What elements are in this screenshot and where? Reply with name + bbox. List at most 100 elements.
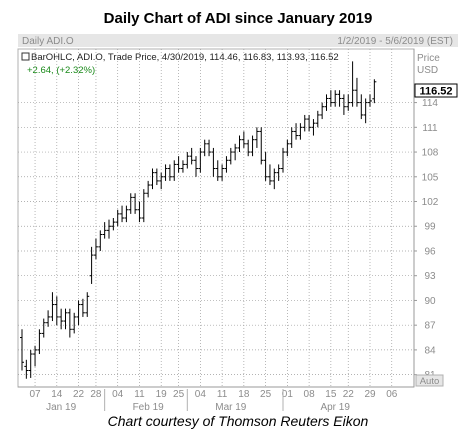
ohlc-bar [89,246,94,284]
ohlc-bar [359,94,364,120]
ohlc-bar [41,318,46,338]
ohlc-bar [337,90,342,107]
ohlc-bar [233,143,238,161]
ohlc-bar [85,292,90,317]
y-tick-label: 105 [422,172,439,183]
ohlc-bar [93,238,98,260]
ohlc-bar [67,308,72,338]
ohlc-bar [102,222,107,239]
x-tick-label: 07 [29,389,41,400]
ohlc-bar [115,209,120,227]
x-tick-label: 08 [304,389,316,400]
x-tick-label: 19 [156,389,168,400]
ohlc-bar [289,127,294,148]
ohlc-bar [307,114,312,132]
ohlc-bar [20,329,24,371]
ohlc-bar [137,201,142,223]
ohlc-bar [346,94,351,111]
y-tick-label: 90 [424,296,436,307]
auto-button-box[interactable] [415,374,444,387]
ohlc-bar [328,90,333,107]
ohlc-bar [372,79,377,104]
ohlc-bar [267,164,272,186]
x-tick-label: 28 [90,389,102,400]
chart-caption: Chart courtesy of Thomson Reuters Eikon [107,413,369,429]
date-range-label: 1/2/2019 - 5/6/2019 (EST) [337,36,453,47]
x-month-label: Feb 19 [133,402,165,413]
y-tick-label: 99 [424,222,436,233]
ohlc-bar [333,90,338,107]
ohlc-bar [172,160,177,181]
y-axis: 81848790939699102105108111114 [414,98,439,381]
ohlc-bar [228,147,233,165]
x-month-label: Mar 19 [215,402,247,413]
ohlc-bar [167,164,172,181]
y-tick-label: 87 [424,321,436,332]
ohlc-bar [354,77,359,107]
y-tick-label: 96 [424,246,436,257]
ohlc-bar [259,127,264,165]
x-month-label: Jan 19 [46,402,76,413]
ohlc-bar [128,193,133,214]
ohlc-bar [107,219,111,239]
ohlc-bar [163,164,168,181]
ohlc-bar [220,164,225,181]
ohlc-bar [237,135,242,153]
ohlc-bar [350,61,355,107]
ohlc-bar [202,139,207,157]
last-price-tag: 116.52 [419,86,452,98]
ohlc-bar [189,147,194,165]
y-tick-label: 93 [424,271,436,282]
ohlc-bar [50,292,55,322]
y-tick-label: 111 [422,123,438,134]
ohlc-bar [111,218,116,231]
ohlc-bar [124,205,129,223]
currency-axis-label: USD [417,65,438,76]
ohlc-bar [176,156,181,173]
panel-name: Daily ADI.O [22,36,74,47]
ohlc-bar [311,119,316,136]
ohlc-bar [315,110,320,128]
chart-title: Daily Chart of ADI since January 2019 [103,10,373,27]
ohlc-bar [63,308,68,330]
x-tick-label: 11 [134,389,145,400]
ohlc-bar [276,164,281,181]
ohlc-bar [246,139,251,157]
ohlc-bar [76,300,81,326]
ohlc-bar [28,349,33,378]
ohlc-bar [141,189,146,223]
ohlc-bar [72,312,77,334]
x-axis: 07 14 22 28 04 11 19 25 04 11 18 25 01 08 15 22 29 06 Jan … [29,389,398,413]
ohlc-bar [294,123,299,140]
ohlc-bar [24,359,29,379]
ohlc-bar [37,329,42,355]
ohlc-bar [33,345,38,367]
last-price-tag-box [414,83,458,98]
ohlc-bar [281,147,285,173]
y-tick-label: 102 [422,197,439,208]
chart-header-strip [18,34,458,47]
x-tick-label: 01 [282,389,294,400]
ohlc-bar [54,296,59,326]
auto-button[interactable]: Auto [420,376,440,387]
y-tick-label: 84 [424,345,436,356]
ohlc-bar [241,131,246,148]
x-tick-label: 25 [173,389,185,400]
x-tick-label: 15 [325,389,337,400]
ohlc-bar [324,94,329,111]
ohlc-bar [120,205,125,223]
ohlc-bar [198,147,203,173]
y-tick-label: 108 [422,148,439,159]
ohlc-bar [302,114,307,132]
ohlc-bar [298,123,303,140]
ohlc-bar [146,180,151,198]
ohlc-bar [150,168,155,190]
ohlc-bar [368,94,372,107]
price-axis-label: Price [417,53,440,64]
x-tick-label: 29 [364,389,376,400]
ohlc-bar [159,172,164,190]
ohlc-bar [133,193,138,214]
grid [18,49,414,387]
x-tick-label: 18 [238,389,250,400]
